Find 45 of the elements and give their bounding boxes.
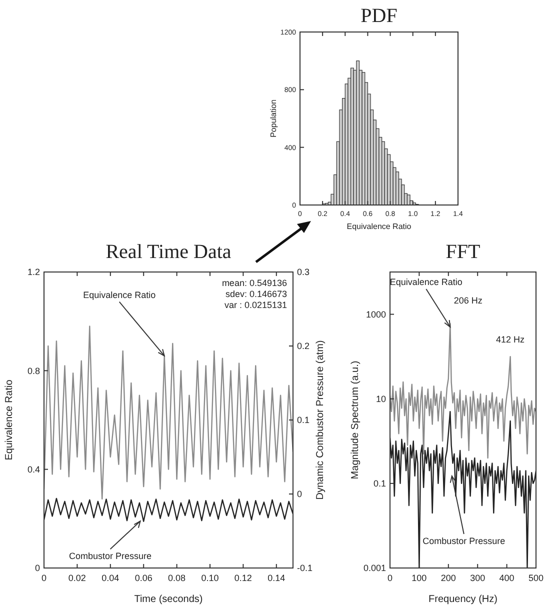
x-axis-title: Frequency (Hz) xyxy=(428,594,498,605)
x-tick-label: 0.14 xyxy=(268,573,286,583)
y-axis-title: Equivalence Ratio xyxy=(4,379,15,460)
annotation: 206 Hz xyxy=(454,296,483,306)
y-axis-title: Magnitude Spectrum (a.u.) xyxy=(350,360,361,480)
x-tick-label: 200 xyxy=(440,573,456,583)
x-tick-label: 0 xyxy=(41,573,47,583)
annotation: Equivalence Ratio xyxy=(390,277,462,288)
x-tick-label: 0.10 xyxy=(201,573,219,583)
x-tick-label: 0.06 xyxy=(134,573,152,583)
y-tick-label: 0 xyxy=(34,563,40,574)
annotation: var : 0.0215131 xyxy=(224,300,287,310)
x-axis-title: Equivalence Ratio xyxy=(346,222,412,231)
annotation: Equivalence Ratio xyxy=(83,290,156,300)
chart-title: FFT xyxy=(446,241,480,263)
y2-tick-label: -0.1 xyxy=(297,563,313,574)
y-axis-title: Population xyxy=(269,100,278,138)
chart-title: Real Time Data xyxy=(106,241,232,263)
annotation: sdev: 0.146673 xyxy=(225,289,287,299)
x-tick-label: 0 xyxy=(387,573,393,583)
y-tick-label: 0.001 xyxy=(363,563,386,574)
x-axis-title: Time (seconds) xyxy=(134,594,203,605)
x-tick-label: 0.08 xyxy=(168,573,186,583)
y-tick-label: 0.8 xyxy=(27,366,40,376)
y-tick-label: 10 xyxy=(376,394,386,404)
annotation: Combustor Pressure xyxy=(69,551,152,562)
annotation: mean: 0.549136 xyxy=(222,278,287,288)
x-tick-label: 400 xyxy=(499,573,514,583)
annotation: 412 Hz xyxy=(496,334,526,345)
x-tick-label: 0.04 xyxy=(102,573,120,583)
y-tick-label: 1.2 xyxy=(27,267,40,278)
x-tick-label: 300 xyxy=(470,573,486,583)
x-tick-label: 500 xyxy=(528,573,544,583)
annotation: Combustor Pressure xyxy=(422,536,506,546)
y-tick-label: 0.1 xyxy=(373,478,386,489)
x-tick-label: 0.02 xyxy=(68,573,86,583)
y2-tick-label: 0.1 xyxy=(297,415,310,426)
y2-tick-label: 0.2 xyxy=(297,341,310,352)
y-tick-label: 0.4 xyxy=(27,464,40,474)
y2-tick-label: 0.3 xyxy=(297,267,310,278)
y-tick-label: 1000 xyxy=(366,309,386,320)
x-tick-label: 0.12 xyxy=(234,573,252,583)
y2-axis-title: Dynamic Combustor Pressure (atm) xyxy=(315,340,326,500)
chart-title: PDF xyxy=(360,5,398,27)
x-tick-label: 100 xyxy=(412,573,427,583)
